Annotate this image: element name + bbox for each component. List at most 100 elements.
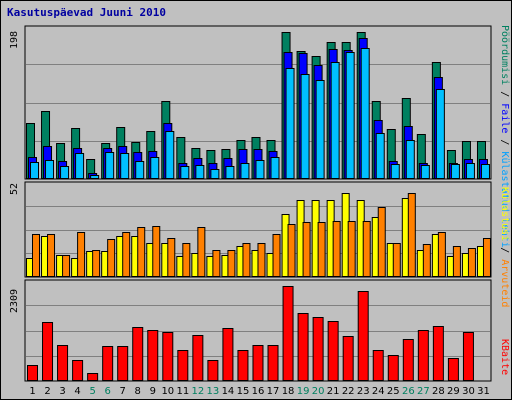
bar-KBaite-7 [117, 346, 129, 381]
bar-Arvuteid-2 [47, 234, 56, 277]
bar-KBaite-23 [357, 291, 369, 381]
middle-series-legend: Külastusi / Arvuteid [499, 187, 510, 307]
legend-part-middle-0: Külastusi [499, 187, 510, 242]
bar-KBaite-8 [132, 327, 144, 381]
bar-Külastatud lehti-12 [195, 165, 205, 179]
x-tick-label-6: 6 [104, 386, 110, 397]
legend-part-middle-2: Arvuteid [499, 259, 510, 308]
bar-Külastatud lehti-10 [165, 131, 175, 179]
bar-Külastatud lehti-24 [375, 133, 385, 179]
bar-Külastatud lehti-11 [180, 166, 190, 179]
bar-KBaite-1 [27, 365, 38, 381]
bar-Arvuteid-3 [62, 255, 71, 277]
bar-Külastatud lehti-21 [330, 62, 340, 179]
bar-KBaite-3 [57, 345, 69, 381]
bar-KBaite-13 [207, 360, 219, 381]
bar-KBaite-6 [102, 346, 114, 381]
bar-Arvuteid-1 [32, 234, 40, 277]
x-tick-label-14: 14 [222, 386, 235, 397]
bar-Arvuteid-11 [182, 243, 191, 277]
legend-part-middle-1: / [499, 241, 510, 260]
x-tick-label-5: 5 [89, 386, 95, 397]
bar-Arvuteid-24 [377, 207, 386, 277]
bar-Arvuteid-22 [347, 221, 356, 277]
bar-Külastatud lehti-4 [75, 153, 85, 179]
bar-Arvuteid-15 [242, 243, 251, 277]
bar-Arvuteid-23 [362, 221, 371, 277]
x-tick-label-27: 27 [417, 386, 430, 397]
bar-Külastatud lehti-22 [345, 52, 355, 179]
x-tick-label-16: 16 [252, 386, 265, 397]
bar-Arvuteid-4 [77, 232, 86, 277]
x-tick-label-4: 4 [74, 386, 80, 397]
x-tick-label-9: 9 [150, 386, 156, 397]
bar-KBaite-4 [72, 360, 84, 381]
bar-Külastatud lehti-27 [420, 165, 430, 179]
x-tick-label-30: 30 [462, 386, 475, 397]
bar-KBaite-27 [417, 330, 429, 381]
bar-Arvuteid-26 [407, 193, 416, 277]
bar-KBaite-24 [372, 350, 384, 381]
x-tick-label-18: 18 [282, 386, 295, 397]
bar-Arvuteid-30 [467, 248, 476, 277]
bar-KBaite-12 [192, 335, 204, 381]
top-ymax-label: 198 [9, 30, 20, 49]
bar-KBaite-26 [402, 339, 414, 381]
legend-part-bottom-0: KBaite [499, 339, 510, 376]
bar-KBaite-5 [87, 373, 99, 381]
bar-KBaite-16 [252, 345, 264, 381]
bar-Arvuteid-20 [317, 222, 326, 277]
bar-Külastatud lehti-2 [45, 160, 55, 179]
x-tick-label-1: 1 [29, 386, 35, 397]
bottom-series-legend: KBaite [499, 339, 510, 375]
x-tick-label-19: 19 [297, 386, 310, 397]
x-tick-label-3: 3 [59, 386, 65, 397]
bar-Arvuteid-28 [437, 232, 446, 277]
bar-Külastatud lehti-26 [405, 140, 415, 179]
bar-KBaite-15 [237, 350, 249, 381]
bar-KBaite-19 [297, 313, 309, 381]
bar-Arvuteid-17 [272, 234, 281, 277]
x-tick-label-7: 7 [120, 386, 126, 397]
chart-title: Kasutuspäevad Juuni 2010 [7, 6, 166, 19]
bar-KBaite-20 [312, 317, 324, 381]
bar-Arvuteid-29 [452, 246, 461, 277]
bar-Külastatud lehti-5 [90, 175, 100, 179]
legend-part-top-3: / [499, 133, 510, 152]
bar-Arvuteid-25 [392, 243, 401, 277]
x-tick-label-26: 26 [402, 386, 415, 397]
bottom-ymax-label: 2309 [9, 288, 20, 313]
bar-KBaite-21 [327, 321, 339, 381]
x-tick-label-2: 2 [44, 386, 50, 397]
bar-Arvuteid-27 [422, 244, 431, 277]
bar-Arvuteid-19 [302, 222, 311, 277]
x-tick-label-23: 23 [357, 386, 370, 397]
x-tick-label-17: 17 [267, 386, 280, 397]
bar-Külastatud lehti-19 [300, 74, 310, 179]
bar-Külastatud lehti-7 [120, 153, 130, 179]
x-tick-label-24: 24 [372, 386, 385, 397]
bar-Külastatud lehti-25 [390, 164, 400, 179]
bar-KBaite-14 [222, 328, 234, 381]
x-tick-label-13: 13 [207, 386, 220, 397]
middle-ymax-label: 52 [9, 182, 20, 195]
bar-Külastatud lehti-31 [480, 164, 490, 179]
bar-Arvuteid-12 [197, 227, 206, 277]
bar-Külastatud lehti-15 [240, 163, 250, 179]
bar-KBaite-17 [267, 345, 279, 381]
bar-KBaite-18 [282, 286, 294, 381]
bar-Arvuteid-6 [107, 239, 116, 277]
bar-Külastatud lehti-28 [435, 89, 445, 179]
bar-Külastatud lehti-13 [210, 169, 220, 179]
bar-Arvuteid-8 [137, 227, 146, 277]
bar-Külastatud lehti-23 [360, 48, 370, 179]
bar-KBaite-25 [387, 355, 399, 381]
legend-part-top-2: Faile [499, 103, 510, 134]
bar-KBaite-10 [162, 332, 174, 381]
bar-Külastatud lehti-30 [465, 163, 475, 179]
bar-Külastatud lehti-29 [450, 164, 460, 179]
bar-Arvuteid-21 [332, 221, 341, 277]
bar-Külastatud lehti-1 [30, 162, 39, 179]
